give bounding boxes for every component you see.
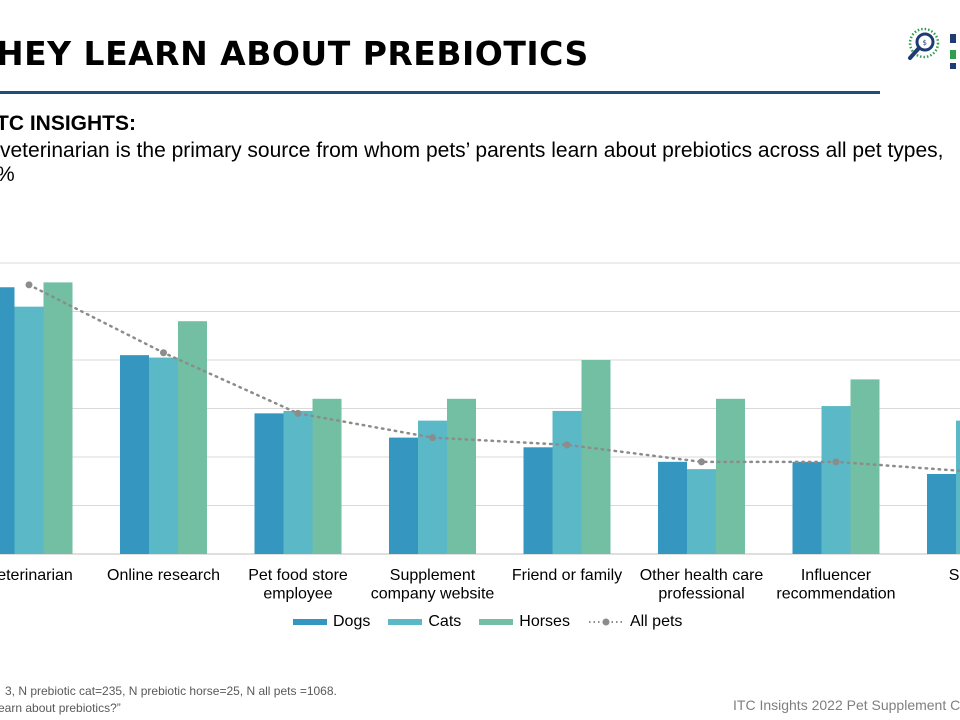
insights-text: veterinarian is the primary source from …: [0, 139, 944, 162]
sample-size-note: 3, N prebiotic cat=235, N prebiotic hors…: [5, 684, 337, 698]
bar-horses: [178, 321, 207, 554]
legend-item-horses: Horses: [479, 613, 570, 631]
bar-dogs: [658, 461, 687, 554]
cats-swatch: [388, 619, 423, 625]
all-pets-point: [25, 281, 33, 289]
category-label: Friend or family: [512, 567, 622, 584]
bar-dogs: [927, 473, 956, 554]
bar-chart: eterinarian Online research Pet food store…: [0, 262, 960, 603]
category-label: employee: [263, 586, 332, 603]
source-note: ITC Insights 2022 Pet Supplement Con: [733, 697, 960, 713]
bar-cats: [687, 469, 716, 554]
category-label: recommendation: [776, 586, 895, 603]
all-pets-point: [160, 349, 167, 357]
question-note: earn about prebiotics?”: [0, 701, 121, 715]
title-divider: [0, 91, 880, 94]
category-label: Other health care: [640, 567, 764, 584]
bar-horses: [716, 398, 745, 554]
bar-cats: [418, 420, 447, 554]
insights-heading: TC INSIGHTS:: [0, 112, 136, 135]
bar-dogs: [254, 413, 284, 554]
bar-dogs: [0, 287, 15, 554]
all-pets-point: [563, 441, 571, 449]
category-label: Pet food store: [248, 567, 348, 584]
chart-legend: Dogs Cats Horses All pets: [293, 612, 700, 632]
bar-horses: [581, 360, 611, 554]
category-label: Influencer: [801, 567, 872, 584]
category-label: eterinarian: [0, 567, 73, 584]
bar-dogs: [523, 447, 553, 554]
legend-item-dogs: Dogs: [293, 613, 370, 631]
svg-text:$: $: [923, 39, 927, 47]
all-pets-point: [294, 409, 302, 417]
bars: [0, 282, 960, 554]
all-pets-swatch: [588, 618, 623, 626]
all-pets-point: [832, 458, 840, 466]
page-title: HEY LEARN ABOUT PREBIOTICS: [0, 34, 589, 73]
bar-cats: [283, 410, 313, 554]
bar-cats: [14, 306, 44, 554]
legend-label-all-pets: All pets: [629, 613, 683, 630]
horses-swatch: [479, 619, 514, 625]
insights-continuation: %: [0, 163, 15, 187]
category-label: Online research: [107, 567, 220, 584]
legend-label-dogs: Dogs: [333, 613, 371, 630]
magnifier-icon: $: [908, 27, 940, 60]
bar-horses: [43, 282, 73, 554]
legend-item-cats: Cats: [388, 613, 461, 631]
category-label: company website: [371, 586, 495, 603]
category-label: Supplement: [390, 567, 476, 584]
category-labels: eterinarian Online research Pet food store…: [0, 567, 960, 603]
dogs-swatch: [293, 619, 327, 625]
bar-dogs: [389, 437, 418, 554]
all-pets-trendline: [25, 281, 960, 473]
legend-label-cats: Cats: [428, 613, 462, 630]
bar-dogs: [120, 355, 149, 554]
category-label: professional: [658, 586, 744, 603]
company-logo: $: [908, 27, 956, 69]
category-label: Saw it: [949, 567, 960, 584]
bar-dogs: [792, 461, 822, 554]
all-pets-point: [429, 434, 436, 442]
all-pets-line: [27, 283, 960, 473]
all-pets-point: [698, 458, 705, 466]
bar-cats: [821, 406, 851, 554]
bar-horses: [850, 379, 880, 554]
bar-horses: [447, 398, 476, 554]
legend-label-horses: Horses: [519, 613, 570, 630]
bar-horses: [312, 398, 342, 554]
legend-item-all-pets: All pets: [588, 613, 682, 631]
bar-cats: [956, 420, 960, 554]
bar-cats: [149, 357, 178, 554]
bar-cats: [552, 410, 582, 554]
